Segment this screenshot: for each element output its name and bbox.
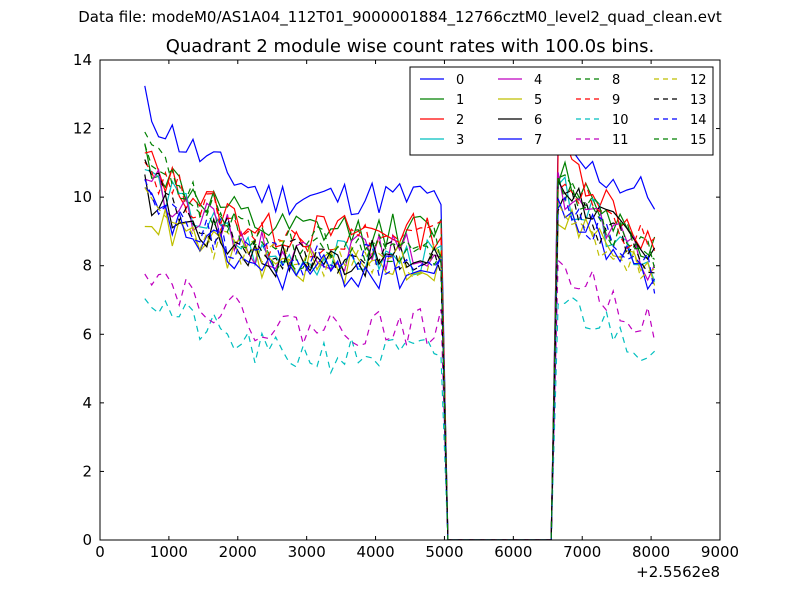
series-line-15 (144, 144, 655, 540)
legend-label-9: 9 (612, 93, 620, 108)
y-tick-label: 10 (73, 188, 92, 206)
legend-label-11: 11 (612, 133, 629, 148)
y-tick-label: 0 (82, 531, 92, 549)
x-tick-label: 5000 (425, 543, 463, 561)
series-layer (144, 85, 656, 540)
series-line-12 (144, 187, 655, 540)
legend-label-10: 10 (612, 113, 629, 128)
legend-label-1: 1 (456, 93, 464, 108)
legend-label-13: 13 (690, 93, 707, 108)
x-tick-label: 3000 (288, 543, 326, 561)
legend-label-8: 8 (612, 73, 620, 88)
x-tick-label: 8000 (632, 543, 670, 561)
y-tick-label: 6 (82, 325, 92, 343)
legend-label-4: 4 (534, 73, 542, 88)
series-line-13 (144, 159, 655, 540)
x-tick-label: 1000 (150, 543, 188, 561)
series-line-11 (144, 259, 656, 540)
x-tick-label: 9000 (701, 543, 739, 561)
series-line-9 (144, 161, 656, 540)
x-tick-label: 7000 (563, 543, 601, 561)
axes-layer: 0 1000 2000 3000 4000 5000 6000 7000 8000 9000 0 2 4… (73, 51, 739, 581)
chart-title: Quadrant 2 module wise count rates with … (165, 36, 655, 57)
legend-label-2: 2 (456, 113, 464, 128)
x-tick-label: 2000 (219, 543, 257, 561)
legend-label-7: 7 (534, 133, 542, 148)
legend-label-5: 5 (534, 93, 542, 108)
series-line-5 (144, 207, 656, 540)
y-tick-label: 12 (73, 120, 92, 138)
series-line-10 (144, 296, 656, 540)
series-line-7 (144, 187, 656, 540)
series-line-8 (144, 131, 656, 540)
y-tick-label: 2 (82, 462, 92, 480)
plot-frame (99, 59, 721, 541)
legend-label-6: 6 (534, 113, 542, 128)
legend-frame (409, 66, 714, 156)
x-offset-label: +2.5562e8 (636, 563, 720, 581)
series-line-14 (144, 179, 656, 540)
x-tick-label: 6000 (494, 543, 532, 561)
series-line-2 (144, 139, 656, 540)
figure-supertitle: Data file: modeM0/AS1A04_112T01_90000018… (78, 8, 722, 26)
legend-label-14: 14 (690, 113, 707, 128)
legend-label-0: 0 (456, 73, 464, 88)
y-tick-label: 14 (73, 51, 92, 69)
y-tick-label: 8 (82, 257, 92, 275)
x-tick-label: 4000 (356, 543, 394, 561)
legend-label-15: 15 (690, 133, 707, 148)
legend-label-12: 12 (690, 73, 707, 88)
x-tick-label: 0 (95, 543, 105, 561)
y-tick-label: 4 (82, 394, 92, 412)
legend-label-3: 3 (456, 133, 464, 148)
